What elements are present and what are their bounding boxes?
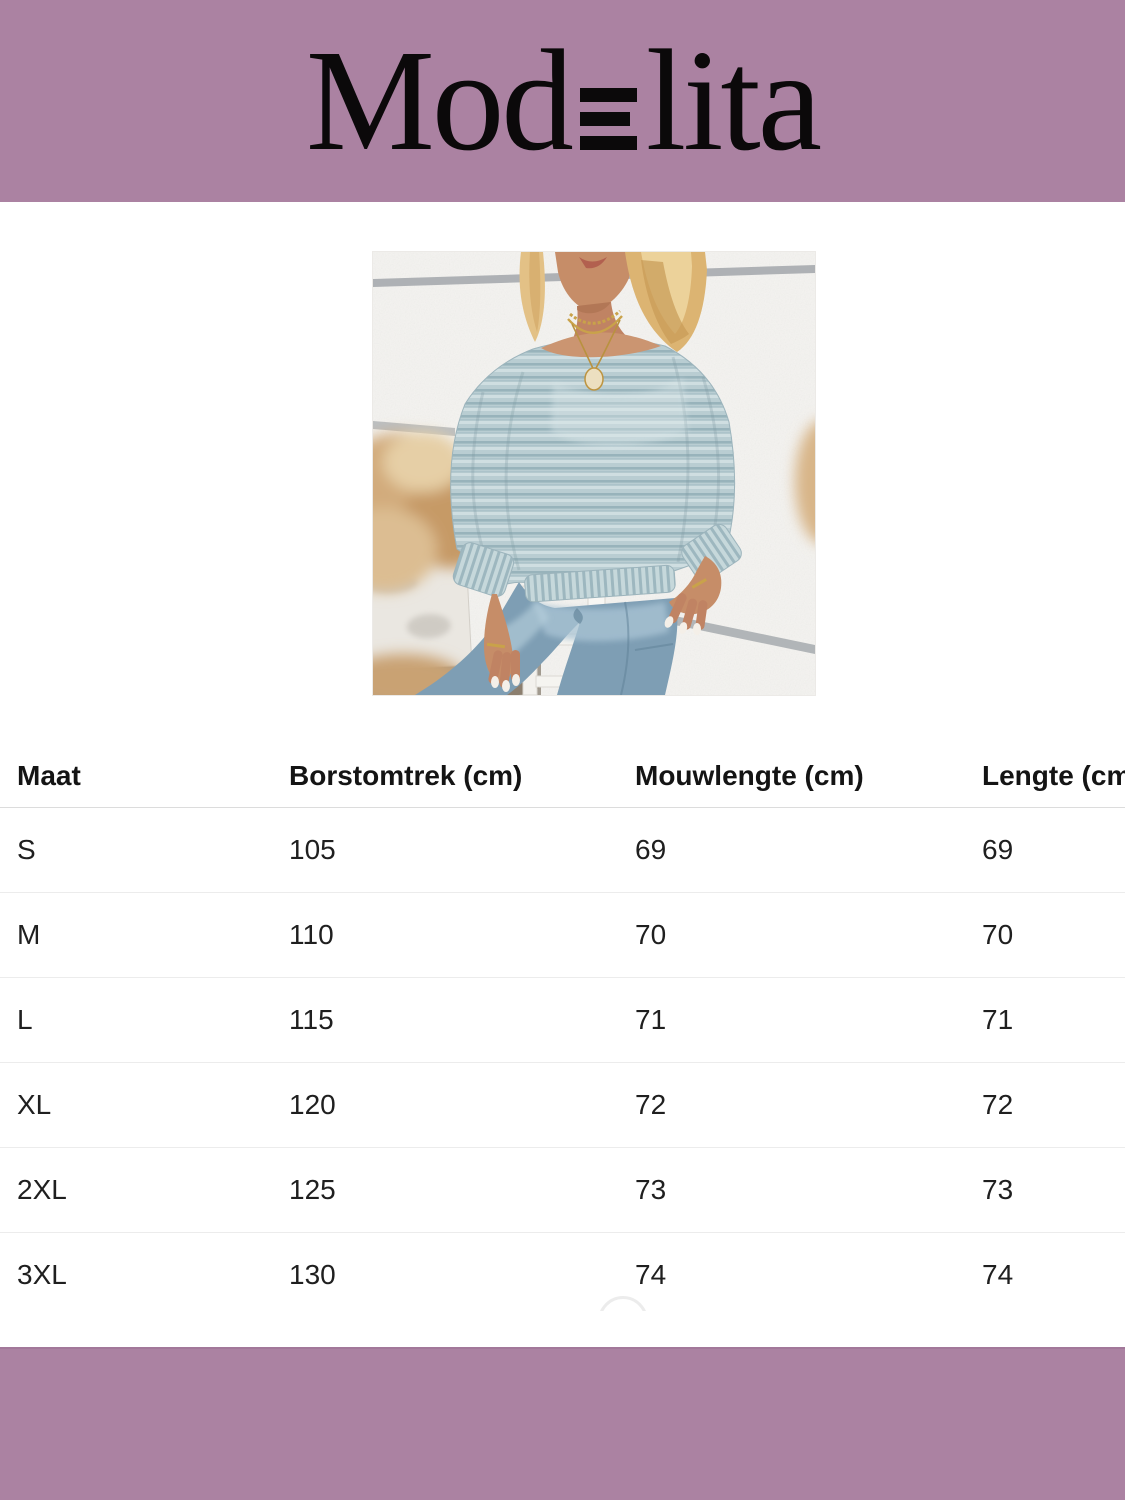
brand-footer xyxy=(0,1347,1125,1500)
product-photo-illustration xyxy=(373,252,815,695)
cell-mouwlengte: 73 xyxy=(635,1174,667,1205)
table-row-2xl: 2XL 125 73 73 xyxy=(0,1148,1125,1233)
brand-logo[interactable]: Mod lita xyxy=(305,20,822,181)
cell-mouwlengte: 71 xyxy=(635,1004,667,1035)
size-table: Maat Borstomtrek (cm) Mouwlengte (cm) Le… xyxy=(0,745,1125,1317)
cell-lengte: 69 xyxy=(982,834,1014,865)
cell-maat: M xyxy=(17,919,41,950)
cell-lengte: 74 xyxy=(982,1259,1014,1290)
logo-text-pre: Mod xyxy=(305,20,574,181)
cell-mouwlengte: 70 xyxy=(635,919,667,950)
cell-lengte: 72 xyxy=(982,1089,1014,1120)
cell-borstomtrek: 110 xyxy=(289,919,334,950)
cell-mouwlengte: 72 xyxy=(635,1089,667,1120)
table-row-m: M 110 70 70 xyxy=(0,893,1125,978)
cell-maat: L xyxy=(17,1004,33,1035)
cell-borstomtrek: 115 xyxy=(289,1004,334,1035)
cell-mouwlengte: 69 xyxy=(635,834,667,865)
logo-e-bars-icon xyxy=(579,87,637,150)
column-header-mouwlengte: Mouwlengte (cm) xyxy=(635,760,864,791)
cell-mouwlengte: 74 xyxy=(635,1259,667,1290)
size-table-header: Maat Borstomtrek (cm) Mouwlengte (cm) Le… xyxy=(0,745,1125,808)
cell-borstomtrek: 120 xyxy=(289,1089,336,1120)
cell-borstomtrek: 105 xyxy=(289,834,336,865)
cell-maat: S xyxy=(17,834,36,865)
table-row-3xl: 3XL 130 74 74 xyxy=(0,1233,1125,1317)
cell-borstomtrek: 130 xyxy=(289,1259,336,1290)
cell-maat: 2XL xyxy=(17,1174,67,1205)
cell-maat: 3XL xyxy=(17,1259,67,1290)
brand-header: Mod lita xyxy=(0,0,1125,202)
cell-lengte: 71 xyxy=(982,1004,1014,1035)
cell-lengte: 70 xyxy=(982,919,1014,950)
cell-lengte: 73 xyxy=(982,1174,1014,1205)
faded-circle-indicator xyxy=(598,1296,648,1311)
table-row-l: L 115 71 71 xyxy=(0,978,1125,1063)
column-header-maat: Maat xyxy=(17,760,81,791)
table-row-s: S 105 69 69 xyxy=(0,808,1125,893)
product-photo xyxy=(372,251,816,696)
logo-text-post: lita xyxy=(645,20,822,181)
cell-borstomtrek: 125 xyxy=(289,1174,336,1205)
table-row-xl: XL 120 72 72 xyxy=(0,1063,1125,1148)
column-header-lengte: Lengte (cm) xyxy=(982,760,1125,791)
cell-maat: XL xyxy=(17,1089,52,1120)
column-header-borstomtrek: Borstomtrek (cm) xyxy=(289,760,523,791)
